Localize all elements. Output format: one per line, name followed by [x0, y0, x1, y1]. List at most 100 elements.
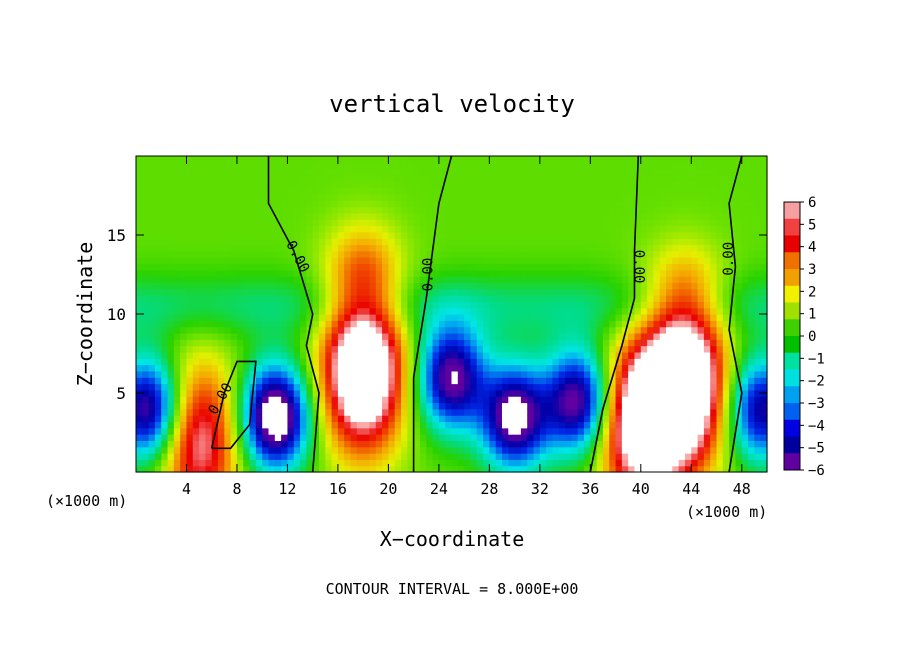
heatmap-cell — [337, 244, 345, 252]
heatmap-cell — [596, 257, 604, 265]
heatmap-cell — [274, 396, 282, 404]
heatmap-cell — [136, 446, 143, 454]
heatmap-cell — [527, 295, 535, 302]
heatmap-cell — [760, 200, 768, 208]
heatmap-cell — [300, 225, 307, 233]
heatmap-cell — [318, 364, 326, 372]
heatmap-cell — [218, 421, 225, 429]
heatmap-cell — [552, 351, 560, 359]
heatmap-cell — [426, 156, 434, 163]
heatmap-cell — [281, 415, 289, 423]
heatmap-cell — [136, 295, 143, 302]
heatmap-cell — [495, 282, 503, 290]
heatmap-cell — [274, 156, 282, 163]
heatmap-cell — [590, 446, 598, 454]
heatmap-cell — [356, 212, 364, 220]
heatmap-cell — [426, 440, 434, 448]
heatmap-cell — [413, 427, 421, 435]
heatmap-cell — [703, 415, 711, 423]
heatmap-cell — [167, 162, 175, 170]
heatmap-cell — [224, 326, 232, 334]
heatmap-cell — [136, 181, 143, 189]
heatmap-cell — [666, 465, 673, 473]
heatmap-cell — [154, 415, 162, 423]
heatmap-cell — [394, 295, 402, 302]
heatmap-cell — [445, 339, 453, 347]
heatmap-cell — [722, 389, 730, 397]
heatmap-cell — [262, 263, 270, 271]
heatmap-cell — [274, 314, 282, 321]
heatmap-cell — [192, 225, 200, 233]
heatmap-cell — [331, 174, 339, 182]
heatmap-cell — [558, 402, 566, 410]
heatmap-cell — [148, 276, 156, 283]
heatmap-cell — [300, 276, 307, 283]
heatmap-cell — [180, 377, 188, 385]
heatmap-cell — [363, 282, 371, 290]
heatmap-cell — [571, 250, 579, 258]
heatmap-cell — [325, 238, 333, 246]
heatmap-cell — [350, 434, 358, 441]
heatmap-cell — [300, 389, 307, 397]
heatmap-cell — [350, 351, 358, 359]
heatmap-cell — [514, 383, 522, 391]
heatmap-cell — [268, 339, 276, 347]
heatmap-cell — [691, 231, 699, 239]
heatmap-cell — [186, 181, 194, 189]
heatmap-cell — [192, 351, 200, 359]
heatmap-cell — [609, 168, 617, 176]
heatmap-cell — [306, 358, 314, 366]
heatmap-cell — [602, 156, 610, 163]
heatmap-cell — [748, 295, 755, 302]
heatmap-cell — [451, 156, 459, 163]
heatmap-cell — [609, 332, 617, 340]
heatmap-cell — [584, 446, 591, 454]
heatmap-cell — [287, 288, 295, 296]
heatmap-cell — [224, 307, 232, 315]
heatmap-cell — [136, 225, 143, 233]
heatmap-cell — [584, 225, 591, 233]
heatmap-cell — [571, 168, 579, 176]
heatmap-cell — [192, 465, 200, 473]
heatmap-cell — [602, 434, 610, 441]
heatmap-cell — [634, 339, 642, 347]
heatmap-cell — [306, 219, 314, 227]
heatmap-cell — [470, 402, 478, 410]
heatmap-cell — [281, 332, 289, 340]
heatmap-cell — [602, 282, 610, 290]
heatmap-cell — [716, 156, 724, 163]
heatmap-cell — [552, 276, 560, 283]
heatmap-cell — [281, 434, 289, 441]
heatmap-cell — [489, 156, 497, 163]
heatmap-cell — [300, 326, 307, 334]
heatmap-cell — [344, 269, 352, 277]
heatmap-cell — [337, 421, 345, 429]
heatmap-cell — [413, 238, 421, 246]
heatmap-cell — [451, 446, 459, 454]
heatmap-cell — [268, 320, 276, 328]
heatmap-cell — [672, 257, 680, 265]
heatmap-cell — [710, 459, 718, 467]
heatmap-cell — [287, 389, 295, 397]
heatmap-cell — [325, 459, 333, 467]
heatmap-cell — [173, 181, 181, 189]
heatmap-cell — [546, 339, 554, 347]
heatmap-cell — [653, 408, 661, 416]
heatmap-cell — [312, 231, 320, 239]
heatmap-cell — [243, 206, 251, 214]
heatmap-cell — [382, 358, 389, 366]
heatmap-cell — [666, 269, 673, 277]
heatmap-cell — [710, 263, 718, 271]
heatmap-cell — [230, 408, 238, 416]
heatmap-cell — [722, 257, 730, 265]
heatmap-cell — [432, 358, 440, 366]
heatmap-cell — [243, 345, 251, 353]
heatmap-cell — [495, 187, 503, 195]
heatmap-cell — [615, 339, 623, 347]
heatmap-cell — [527, 320, 535, 328]
heatmap-cell — [552, 174, 560, 182]
heatmap-cell — [262, 174, 270, 182]
heatmap-cell — [659, 465, 667, 473]
heatmap-cell — [527, 193, 535, 201]
heatmap-cell — [621, 168, 629, 176]
